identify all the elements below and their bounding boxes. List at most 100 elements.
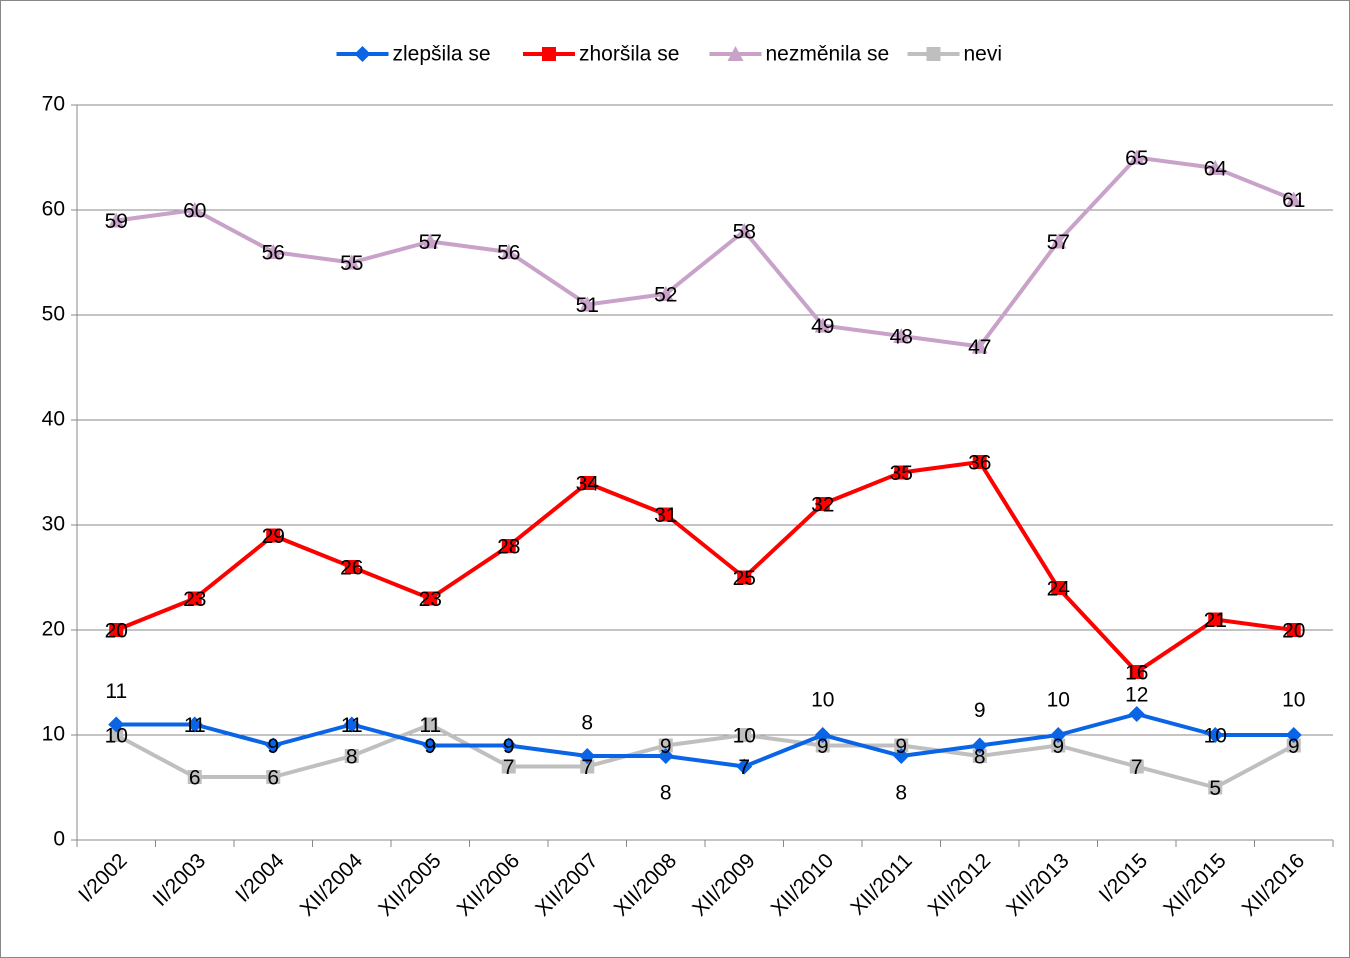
data-label: 51 — [576, 294, 599, 317]
data-label: 12 — [1125, 684, 1148, 707]
marker — [344, 749, 359, 763]
data-label: 55 — [340, 252, 363, 275]
data-label: 9 — [267, 735, 279, 758]
marker — [658, 738, 673, 753]
data-label: 9 — [1052, 735, 1064, 758]
marker — [500, 737, 517, 754]
series-line — [115, 155, 1295, 349]
marker — [265, 737, 282, 754]
data-label: 10 — [1047, 689, 1070, 712]
data-label: 32 — [811, 494, 834, 517]
marker — [1207, 160, 1224, 175]
data-label: 61 — [1282, 189, 1305, 212]
marker — [737, 728, 752, 742]
data-label: 11 — [419, 714, 441, 737]
series-line — [115, 460, 1295, 674]
series-line — [115, 722, 1295, 790]
marker — [422, 737, 439, 754]
data-label: 6 — [189, 767, 201, 790]
data-label: 58 — [733, 221, 756, 244]
marker — [1208, 780, 1223, 795]
y-tick-label: 50 — [42, 303, 65, 326]
data-label: 35 — [890, 462, 913, 485]
marker — [972, 455, 987, 469]
data-label: 9 — [974, 699, 986, 722]
data-label: 8 — [346, 746, 358, 769]
data-label: 52 — [654, 284, 677, 307]
data-label: 20 — [105, 620, 128, 643]
marker — [1128, 149, 1145, 165]
data-label: 34 — [576, 473, 600, 496]
marker — [266, 528, 281, 543]
marker — [1129, 665, 1144, 679]
data-label: 21 — [1204, 609, 1227, 632]
marker — [109, 728, 124, 742]
data-label: 8 — [581, 712, 593, 735]
data-label: 24 — [1047, 578, 1071, 601]
y-tick-label: 40 — [42, 408, 65, 431]
data-label: 11 — [341, 714, 363, 737]
data-label: 11 — [105, 680, 127, 703]
y-tick-label: 10 — [42, 723, 65, 746]
data-label: 56 — [497, 242, 520, 265]
marker — [1051, 581, 1066, 595]
marker — [1285, 727, 1302, 743]
data-label: 16 — [1125, 662, 1148, 685]
legend-item: nezměnila se — [709, 43, 889, 66]
data-label: 56 — [262, 242, 285, 265]
data-label: 10 — [733, 725, 756, 748]
data-label: 11 — [184, 714, 206, 737]
marker — [423, 591, 438, 606]
data-label: 9 — [660, 735, 672, 758]
series-line — [116, 712, 1294, 769]
marker — [1285, 191, 1302, 207]
marker — [736, 758, 753, 775]
data-label: 25 — [733, 567, 756, 590]
data-label: 8 — [660, 782, 672, 805]
data-label: 9 — [895, 735, 907, 758]
marker — [971, 737, 988, 754]
data-label: 10 — [811, 689, 834, 712]
marker — [579, 748, 596, 764]
data-label: 48 — [890, 326, 913, 349]
legend-item: zhoršila se — [523, 43, 679, 66]
marker — [1050, 727, 1067, 743]
marker — [1129, 759, 1144, 774]
marker — [1208, 612, 1223, 627]
marker — [186, 716, 203, 733]
marker — [343, 254, 360, 270]
data-label: 64 — [1204, 158, 1228, 181]
data-label: 10 — [1204, 725, 1227, 748]
data-label: 57 — [419, 231, 442, 254]
marker — [737, 570, 752, 585]
data-label: 10 — [1282, 689, 1305, 712]
data-label: 28 — [497, 536, 520, 559]
marker — [187, 591, 202, 606]
data-label: 7 — [1131, 756, 1143, 779]
marker — [501, 539, 516, 553]
marker — [1051, 738, 1066, 753]
data-label: 47 — [968, 336, 991, 359]
marker — [727, 46, 744, 61]
marker — [186, 202, 203, 217]
marker — [814, 727, 831, 743]
data-label: 23 — [419, 588, 442, 611]
data-label: 7 — [503, 756, 515, 779]
legend-label: zlepšila se — [393, 43, 491, 66]
marker — [423, 717, 438, 732]
marker — [501, 759, 516, 774]
marker — [266, 770, 281, 784]
marker — [1286, 623, 1301, 637]
marker — [542, 47, 556, 61]
data-label: 31 — [654, 504, 677, 527]
marker — [657, 286, 674, 301]
data-label: 9 — [1288, 735, 1300, 758]
data-label: 8 — [974, 746, 986, 769]
marker — [926, 47, 941, 61]
y-tick-label: 60 — [42, 198, 65, 221]
data-label: 9 — [817, 735, 829, 758]
marker — [894, 738, 909, 753]
y-tick-label: 20 — [42, 618, 65, 641]
